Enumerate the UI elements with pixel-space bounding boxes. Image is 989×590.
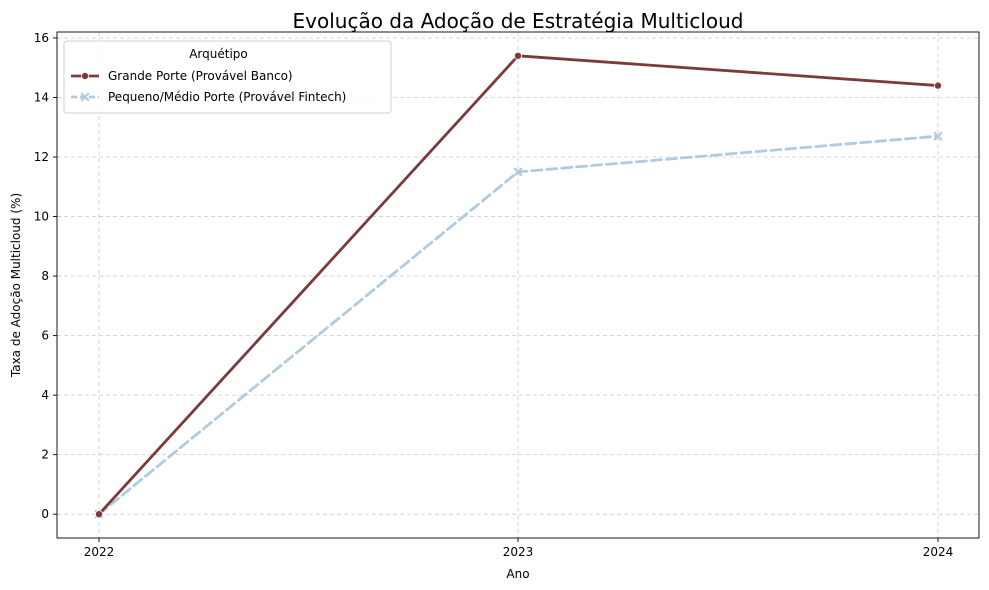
chart-title: Evolução da Adoção de Estratégia Multicl… — [293, 9, 744, 33]
y-tick-label: 8 — [41, 269, 49, 283]
y-tick-label: 16 — [34, 31, 49, 45]
y-tick-label: 2 — [41, 448, 49, 462]
y-tick-label: 10 — [34, 210, 49, 224]
legend: Arquétipo Grande Porte (Provável Banco) Pe… — [63, 40, 392, 114]
legend-title: Arquétipo — [189, 47, 248, 61]
y-axis-label: Taxa de Adoção Multicloud (%) — [9, 193, 23, 378]
legend-marker — [81, 72, 90, 81]
legend-box — [63, 40, 392, 114]
series-0 — [95, 51, 943, 519]
data-point — [95, 510, 104, 519]
x-tick-label: 2023 — [503, 545, 534, 559]
series-line — [97, 134, 940, 516]
data-point — [933, 131, 943, 141]
y-tick-label: 6 — [41, 329, 49, 343]
y-tick-label: 0 — [41, 507, 49, 521]
series-line — [97, 54, 940, 516]
data-point — [513, 167, 523, 177]
y-tick-label: 12 — [34, 150, 49, 164]
y-tick-label: 4 — [41, 388, 49, 402]
legend-marker — [80, 92, 90, 102]
y-tick-label: 14 — [34, 90, 49, 104]
x-axis-label: Ano — [506, 567, 529, 581]
y-axis: 0 2 4 6 8 10 12 14 16 — [34, 31, 57, 521]
legend-entry: Grande Porte (Provável Banco) — [71, 69, 293, 83]
data-point — [934, 81, 943, 90]
grid — [57, 32, 979, 538]
legend-entry: Pequeno/Médio Porte (Provável Fintech) — [71, 90, 346, 104]
x-axis: 2022 2023 2024 — [84, 538, 954, 559]
legend-label: Grande Porte (Provável Banco) — [108, 69, 293, 83]
data-point — [514, 51, 523, 60]
series-layer — [94, 51, 943, 519]
series-1 — [94, 131, 943, 519]
legend-label: Pequeno/Médio Porte (Provável Fintech) — [108, 90, 346, 104]
x-tick-label: 2024 — [923, 545, 954, 559]
x-tick-label: 2022 — [84, 545, 115, 559]
